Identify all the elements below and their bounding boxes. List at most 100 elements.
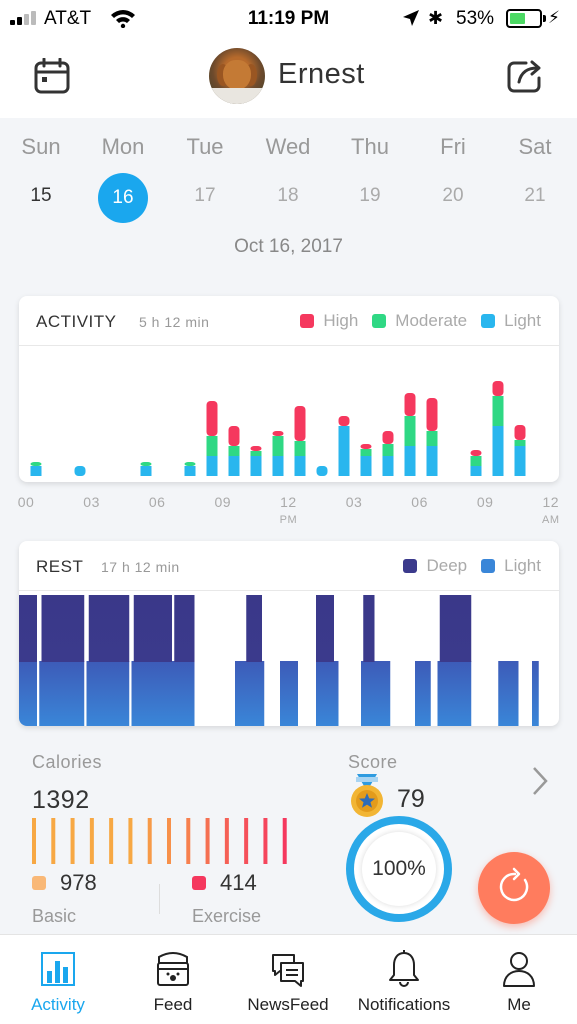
chevron-right-icon[interactable] [532,766,548,796]
rest-card-header: REST 17 h 12 min Deep Light [19,541,559,591]
score-progress-ring[interactable]: 100% [346,816,452,922]
time-tick-label: 06 [411,494,428,510]
rest-bar-light [361,661,391,726]
calorie-bar [32,818,36,864]
activity-bar-high [228,426,240,446]
activity-bar-moderate [382,444,394,456]
time-tick-label: 12 [542,494,560,510]
score-value: 79 [397,785,425,813]
rest-bar-deep [246,595,262,662]
activity-bar-light [206,456,218,476]
time-tick-sublabel: PM [279,514,298,526]
refresh-button[interactable] [478,852,550,924]
rest-bar-deep [88,595,130,662]
basic-value: 978 [60,870,97,895]
calorie-bar [224,818,229,864]
activity-chart [30,381,526,476]
activity-bar-moderate [206,436,218,456]
battery-percent: 53% [456,8,495,29]
rest-bar-light [235,661,265,726]
rest-legend: Deep Light [403,556,541,576]
rest-bar-light [415,661,431,726]
calorie-bar [244,818,249,864]
activity-bar-high [514,425,526,440]
activity-bar-high [272,431,284,436]
tab-feed[interactable]: Feed [115,935,231,1024]
time-tick-sublabel: AM [542,514,560,526]
profile-header: Ernest [0,38,577,118]
activity-bar-moderate [140,462,152,466]
day-sun[interactable]: Sun 15 [6,134,76,211]
day-wed[interactable]: Wed 18 [253,134,323,211]
day-sat[interactable]: Sat 21 [500,134,570,211]
day-name: Mon [101,134,145,159]
avatar[interactable] [209,48,265,104]
tab-activity[interactable]: Activity [0,935,116,1024]
day-name: Wed [265,134,311,159]
activity-bar-high [492,381,504,396]
share-icon[interactable] [506,58,544,94]
activity-card[interactable]: ACTIVITY 5 h 12 min High Moderate Light [19,296,559,482]
legend-rest-light: Light [481,556,541,576]
time-tick-label: 09 [476,494,494,510]
activity-bar-high [338,416,350,426]
day-mon[interactable]: Mon 16 [88,134,158,223]
activity-bar-high [294,406,306,441]
rest-bar-light [437,661,472,726]
activity-bar-moderate [492,396,504,426]
legend-high: High [300,311,358,331]
calorie-bar [70,818,75,864]
legend-label: Light [504,311,541,330]
activity-bar-light [30,466,42,476]
calendar-icon[interactable] [34,58,70,94]
day-number: 19 [359,185,381,206]
exercise-value: 414 [220,870,257,895]
status-bar: AT&T 11:19 PM ✱ 53% ⚡ [0,0,577,38]
activity-bar-high [206,401,218,436]
charging-bolt-icon: ⚡ [548,8,560,27]
legend-moderate: Moderate [372,311,467,331]
rest-card[interactable]: REST 17 h 12 min Deep Light [19,541,559,726]
day-number: 17 [194,185,216,206]
time-tick-label: 09 [214,494,232,510]
activity-bar-moderate [426,431,438,446]
selected-date: Oct 16, 2017 [234,236,343,257]
day-name: Sat [518,134,552,159]
day-fri[interactable]: Fri 20 [418,134,488,211]
location-arrow-icon [403,10,419,26]
activity-bar-high [382,431,394,444]
tab-label: Notifications [357,995,451,1014]
chat-icon [272,954,304,987]
calorie-bar [205,818,210,864]
activity-time-axis: 00 03 06 09 12 PM 03 06 09 12 AM [0,494,577,534]
score-percent: 100% [362,832,436,906]
tab-newsfeed[interactable]: NewsFeed [230,935,346,1024]
rest-bar-deep [363,595,375,662]
legend-swatch [403,559,418,573]
day-name: Thu [351,134,389,159]
tab-notifications[interactable]: Notifications [346,935,462,1024]
calorie-bar [282,818,287,864]
calorie-bar [89,818,94,864]
legend-swatch [481,559,496,573]
tab-label: Feed [153,995,193,1014]
rest-bar-light [280,661,298,726]
activity-bar-moderate [404,416,416,446]
rest-bar-light [39,661,85,726]
activity-bar-light [404,446,416,476]
tab-me[interactable]: Me [461,935,577,1024]
rest-bar-light [532,661,539,726]
day-tue[interactable]: Tue 17 [170,134,240,211]
refresh-icon [499,867,529,902]
calorie-bar [109,818,114,864]
activity-bar-light [470,466,482,476]
activity-bar-high [470,450,482,456]
activity-bar-light [250,456,262,476]
day-name: Sun [21,134,61,159]
exercise-label: Exercise [192,906,262,926]
day-number: 15 [30,185,52,206]
activity-bar-moderate [184,462,196,466]
day-thu[interactable]: Thu 19 [335,134,405,211]
rest-bar-deep [174,595,195,662]
rest-duration: 17 h 12 min [101,559,180,575]
